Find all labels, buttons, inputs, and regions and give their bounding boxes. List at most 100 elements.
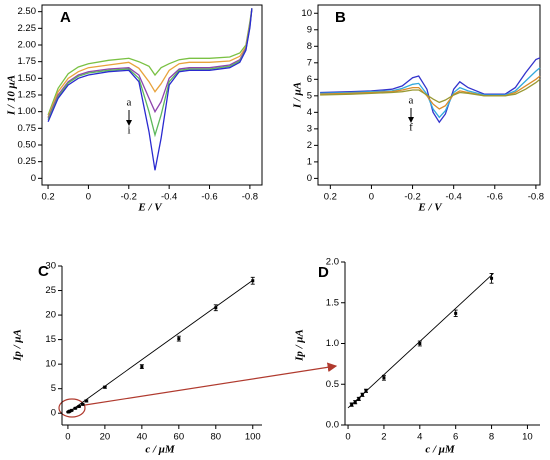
x-tick-label: 2 — [381, 432, 386, 443]
curve — [47, 8, 253, 119]
plot-frame — [317, 4, 541, 186]
point — [360, 393, 364, 397]
x-tick-label: -0.4 — [445, 192, 461, 203]
annotation: a — [127, 97, 132, 109]
x-axis-label: E / V — [137, 202, 163, 214]
y-tick-label: 1 — [307, 156, 312, 167]
point — [77, 404, 81, 408]
y-tick-label: 9 — [307, 24, 312, 35]
annotation: a — [409, 95, 414, 107]
y-axis-label: I / μA — [292, 82, 304, 109]
curve — [47, 8, 253, 118]
panel-label: D — [318, 264, 329, 281]
point — [73, 406, 77, 410]
panel-label: B — [335, 9, 346, 26]
y-tick-label: 2.00 — [18, 40, 37, 51]
y-tick-label: 2.0 — [326, 257, 339, 268]
x-tick-label: 10 — [522, 432, 533, 443]
y-tick-label: 0 — [31, 173, 36, 184]
y-tick-label: 0 — [51, 408, 56, 419]
point — [454, 311, 458, 315]
y-tick-label: 1.75 — [18, 56, 37, 67]
curve — [47, 8, 253, 116]
x-tick-label: 0 — [345, 432, 350, 443]
point — [177, 337, 181, 341]
panel-label: A — [60, 9, 71, 26]
curve — [320, 75, 541, 110]
y-tick-label: 0.5 — [326, 379, 339, 390]
point — [84, 399, 88, 403]
point — [353, 400, 357, 404]
y-tick-label: 0.25 — [18, 156, 37, 167]
annotation: f — [409, 122, 413, 134]
x-axis-label: c / μM — [425, 444, 456, 456]
x-axis-label: E / V — [417, 202, 443, 214]
highlight-ellipse — [58, 398, 86, 418]
y-tick-label: 2.50 — [18, 6, 37, 17]
y-tick-label: 6 — [307, 74, 312, 85]
x-tick-label: 20 — [100, 432, 111, 443]
y-axis-label: I / 10 μA — [6, 75, 18, 116]
y-tick-label: 2 — [307, 140, 312, 151]
y-axis-label: Ip / μA — [12, 329, 24, 362]
y-tick-label: 1.00 — [18, 106, 37, 117]
curve — [47, 8, 253, 138]
y-tick-label: 5 — [307, 90, 312, 101]
x-tick-label: 4 — [417, 432, 422, 443]
point — [350, 403, 354, 407]
x-tick-label: 40 — [137, 432, 148, 443]
panel-label: C — [38, 263, 49, 280]
curve — [47, 8, 253, 171]
y-tick-label: 4 — [307, 107, 312, 118]
x-tick-label: 6 — [453, 432, 458, 443]
y-tick-label: 0.75 — [18, 123, 37, 134]
x-tick-label: 0.2 — [41, 192, 54, 203]
x-tick-label: -0.2 — [404, 192, 420, 203]
x-tick-label: 0 — [86, 192, 91, 203]
y-tick-label: 3 — [307, 123, 312, 134]
zoom-arrow — [84, 362, 338, 406]
x-tick-label: -0.6 — [201, 192, 217, 203]
x-tick-label: 0 — [369, 192, 374, 203]
point — [382, 376, 386, 380]
point — [81, 402, 85, 406]
y-tick-label: 30 — [45, 261, 56, 272]
y-tick-label: 1.0 — [326, 338, 339, 349]
x-axis-label: c / μM — [145, 444, 176, 456]
fit-line — [67, 279, 254, 414]
point — [140, 365, 144, 369]
y-tick-label: 0.50 — [18, 140, 37, 151]
y-tick-label: 1.50 — [18, 73, 37, 84]
y-tick-label: 2.25 — [18, 23, 37, 34]
x-tick-label: 100 — [245, 432, 261, 443]
x-tick-label: 60 — [174, 432, 185, 443]
y-tick-label: 1.25 — [18, 90, 37, 101]
point — [251, 279, 255, 283]
x-tick-label: 0 — [65, 432, 70, 443]
point — [357, 397, 361, 401]
y-tick-label: 10 — [45, 359, 56, 370]
x-tick-label: 8 — [489, 432, 494, 443]
y-tick-label: 7 — [307, 57, 312, 68]
y-tick-label: 0.0 — [326, 420, 339, 431]
point — [490, 276, 494, 280]
y-tick-label: 10 — [301, 8, 312, 19]
y-tick-label: 8 — [307, 41, 312, 52]
x-tick-label: -0.4 — [161, 192, 177, 203]
curve — [320, 67, 541, 119]
point — [364, 389, 368, 393]
y-tick-label: 1.5 — [326, 297, 339, 308]
y-tick-label: 0 — [307, 173, 312, 184]
annotation: i — [127, 125, 130, 137]
plot-frame — [41, 4, 263, 186]
x-tick-label: -0.8 — [528, 192, 544, 203]
point — [70, 408, 74, 412]
y-tick-label: 25 — [45, 285, 56, 296]
y-tick-label: 20 — [45, 310, 56, 321]
point — [214, 306, 218, 310]
x-tick-label: -0.6 — [487, 192, 503, 203]
point — [103, 385, 107, 389]
curve — [320, 78, 541, 104]
y-tick-label: 15 — [45, 334, 56, 345]
